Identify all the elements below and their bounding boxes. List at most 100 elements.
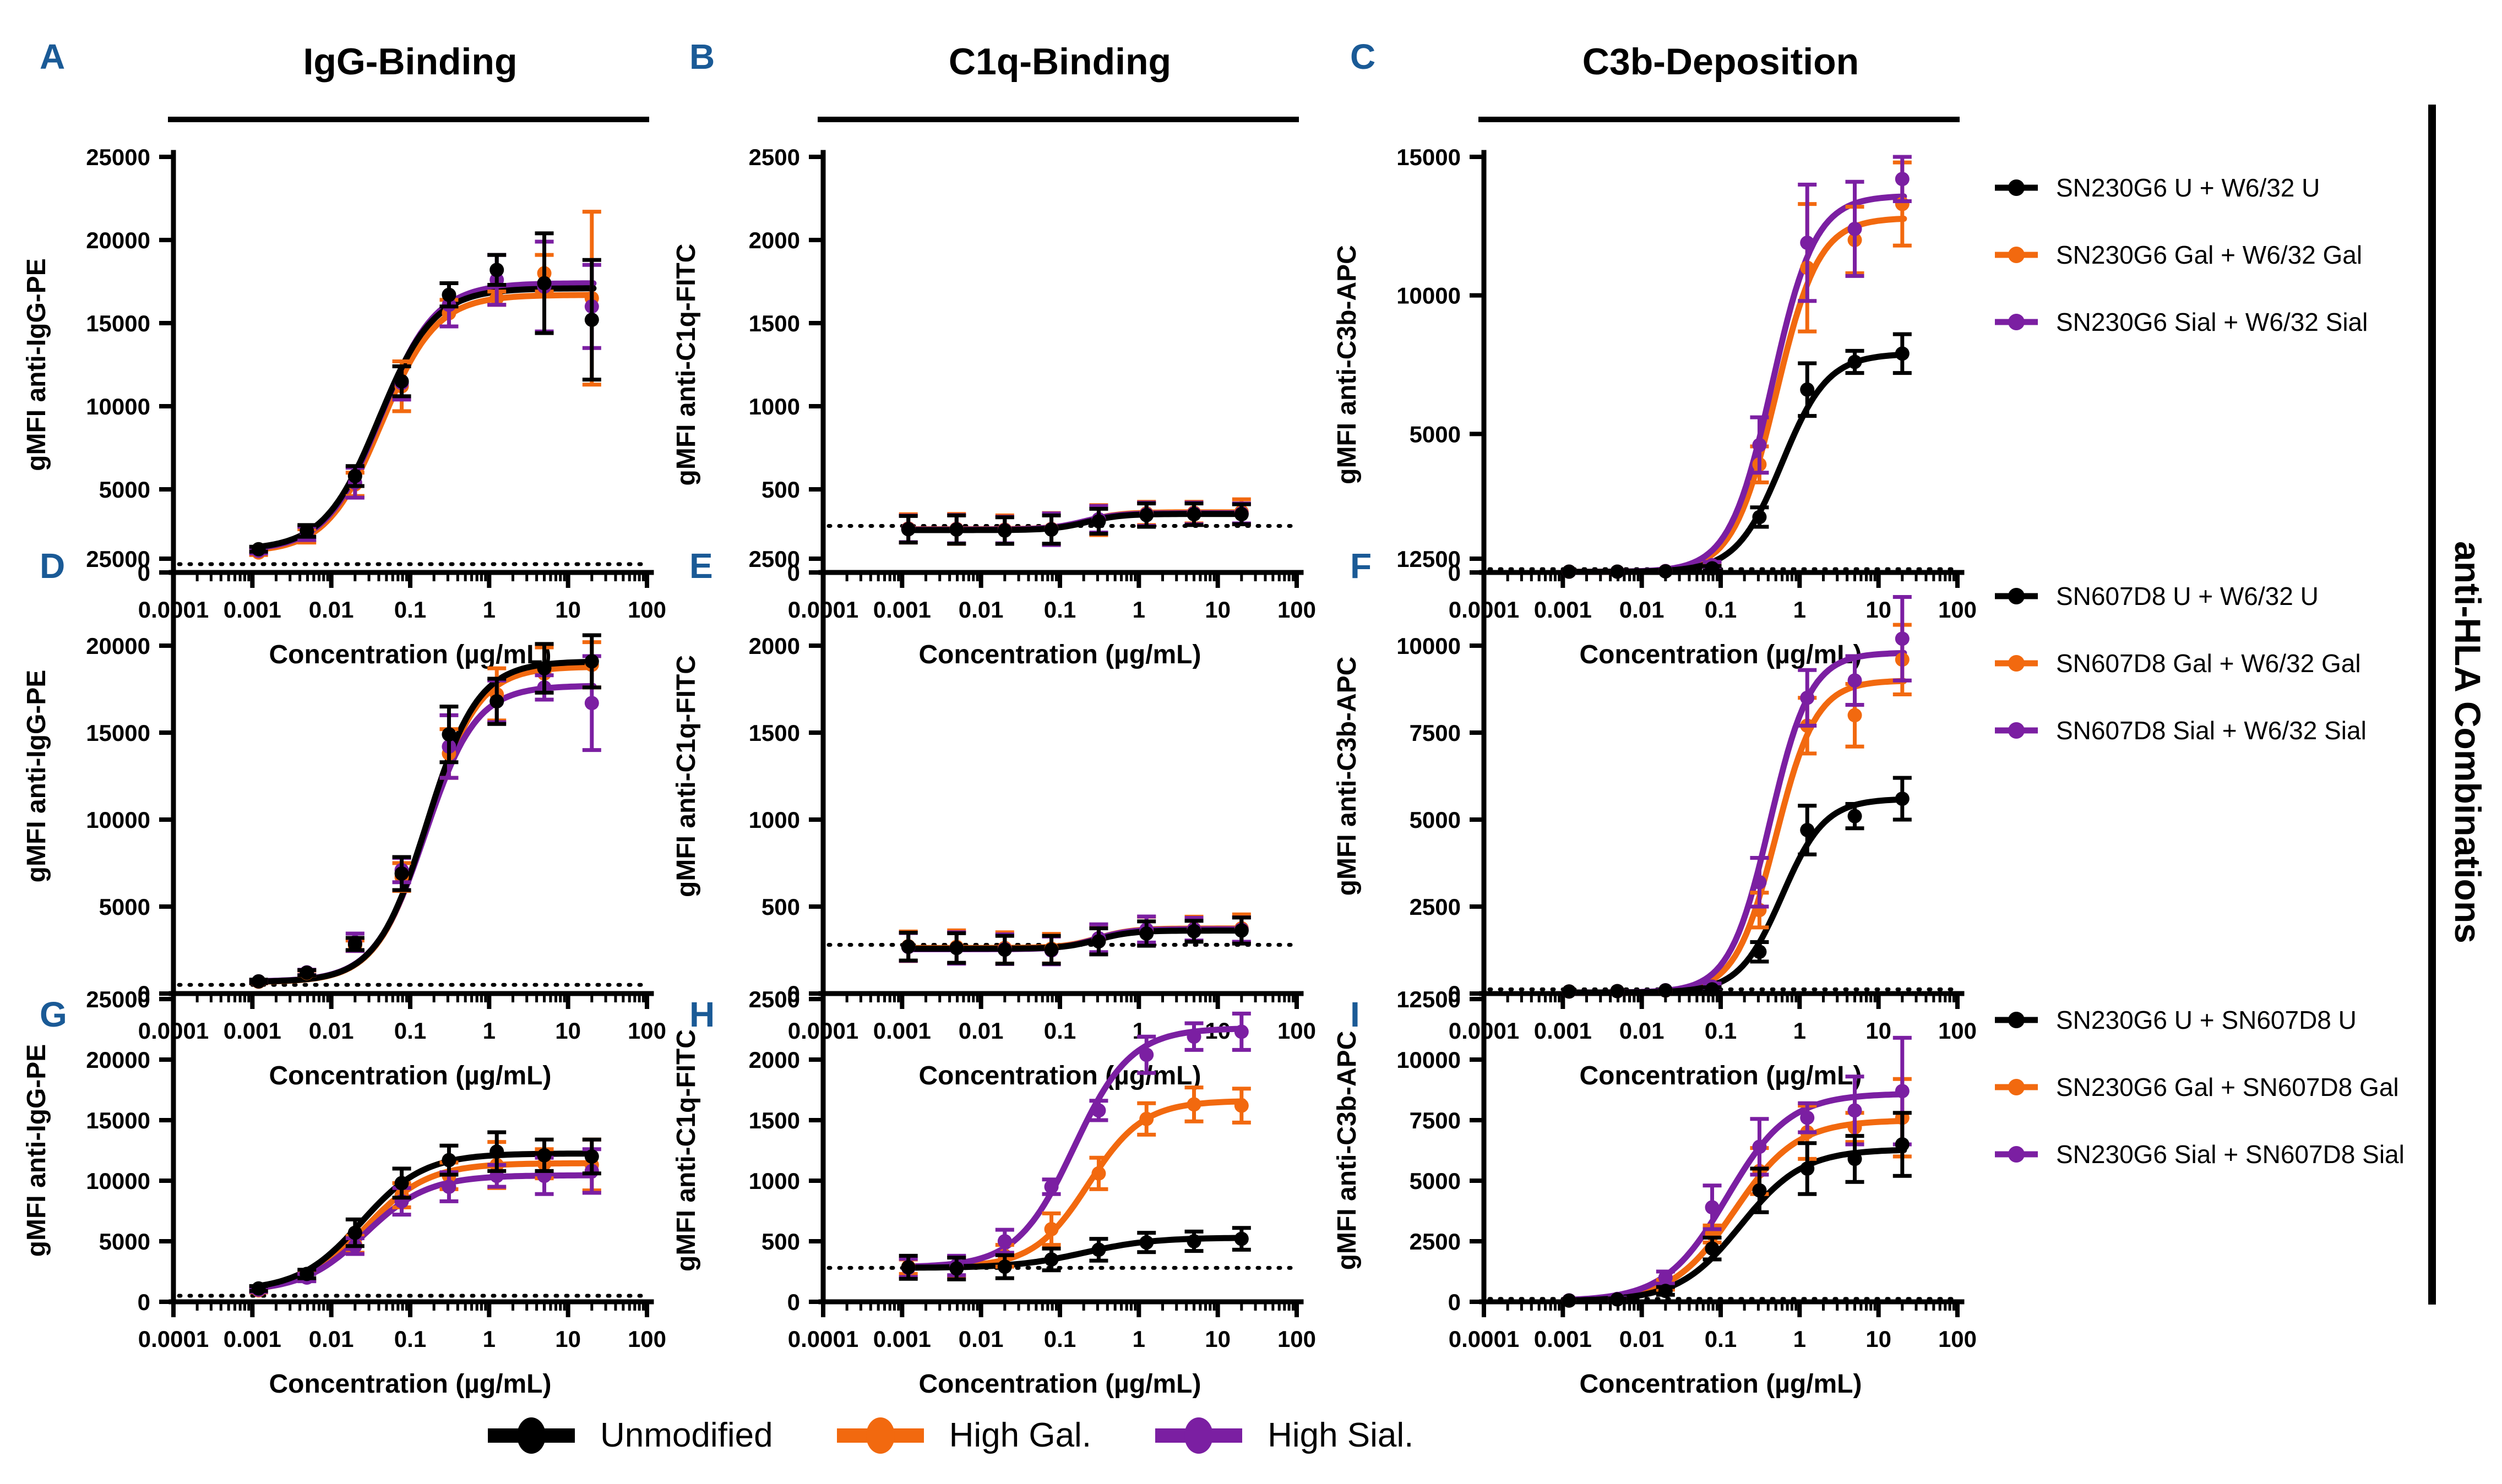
y-axis-label: gMFI anti-C1q-FITC [672,655,701,897]
series-points-purple [1562,1035,1912,1308]
x-tick-label: 0.01 [1619,1326,1665,1352]
panel-C-chart: CC3b-Deposition0500010000150000.00010.00… [1332,37,1977,669]
x-tick-label: 100 [628,597,666,623]
y-tick-label: 0 [138,981,150,1007]
x-tick-label: 100 [1938,597,1977,623]
series-points-black [1562,776,1912,999]
x-tick-label: 0.1 [394,1326,426,1352]
legend-label: SN607D8 Sial + W6/32 Sial [2056,716,2367,745]
y-tick-label: 2000 [749,633,800,659]
series-points-black [899,1226,1251,1281]
y-axis-label: gMFI anti-C1q-FITC [672,1029,701,1272]
y-tick-label: 10000 [86,1168,150,1194]
y-tick-label: 2500 [1410,894,1461,920]
panel-letter: D [40,546,65,586]
y-tick-label: 0 [1448,981,1461,1007]
series-curve-black [252,1150,597,1290]
y-tick-label: 15000 [86,310,150,336]
legend-row-3: SN230G6 U + SN607D8 U SN230G6 Gal + SN607… [1993,986,2500,1188]
legend-row-1: SN230G6 U + W6/32 U SN230G6 Gal + W6/32 G… [1993,154,2500,356]
y-tick-label: 2500 [749,546,800,572]
legend-label: SN230G6 Sial + W6/32 Sial [2056,308,2368,336]
x-tick-label: 0.01 [309,1018,354,1044]
series-points-black [899,915,1251,966]
legend-label: SN230G6 U + W6/32 U [2056,173,2320,202]
x-tick-label: 0.01 [959,597,1004,623]
x-tick-label: 0.001 [224,597,281,623]
panel-letter: A [40,37,65,77]
x-tick-label: 0.01 [959,1018,1004,1044]
series-points-orange [899,1085,1251,1279]
y-tick-label: 0 [1448,560,1461,586]
x-tick-label: 0.001 [873,1326,931,1352]
y-tick-label: 5000 [1410,1168,1461,1194]
series-points-black [1562,332,1912,579]
series-points-purple [249,239,601,558]
y-tick-label: 2500 [1410,1229,1461,1254]
x-tick-label: 0.001 [1534,1326,1592,1352]
y-tick-label: 5000 [1410,807,1461,833]
y-tick-label: 500 [762,894,800,920]
panel-H-chart: H 0 500 1000 1500 2000 2500 0.0001 0.001 0.01 0.1 1… [672,986,1316,1399]
title-underline [1478,117,1960,122]
series-points-black [1562,1111,1912,1308]
legend-item: SN230G6 Gal + W6/32 Gal [1993,221,2500,288]
y-tick-label: 5000 [99,1229,150,1254]
x-tick-label: 100 [1277,1326,1316,1352]
y-tick-label: 25000 [86,986,150,1012]
x-tick-label: 10 [1205,1326,1231,1352]
y-tick-label: 20000 [86,633,150,659]
bottom-legend-marker-icon [488,1417,575,1454]
x-tick-label: 0.001 [224,1018,281,1044]
series-points-black [249,231,601,556]
panel-B-chart: BC1q-Binding050010001500200025000.00010.… [672,37,1316,669]
x-tick-label: 1 [1133,1326,1145,1352]
y-tick-label: 0 [138,560,150,586]
y-tick-label: 0 [138,1289,150,1315]
y-tick-label: 0 [787,560,800,586]
x-axis-label: Concentration (µg/mL) [919,640,1201,669]
x-tick-label: 0.1 [1044,597,1076,623]
y-tick-label: 15000 [86,1107,150,1133]
y-axis-label: gMFI anti-C3b-APC [1332,245,1362,484]
x-tick-label: 0.1 [1705,1326,1737,1352]
panel-F-chart: F025005000750010000125000.00010.0010.010… [1332,546,1977,1090]
y-tick-label: 1500 [749,310,800,336]
y-tick-label: 10000 [1396,633,1461,659]
legend-marker-icon [1995,1012,2038,1028]
x-tick-label: 0.001 [224,1326,281,1352]
panel-letter: F [1350,546,1372,586]
bottom-legend-marker-icon [836,1417,924,1454]
panel-A-chart: A IgG-Binding 0 5000 10000 15000 20000 25000 0.0… [22,37,666,669]
x-tick-label: 100 [1277,597,1316,623]
x-axis-label: Concentration (µg/mL) [1580,1061,1862,1090]
x-axis-label: Concentration (µg/mL) [269,640,552,669]
x-tick-label: 0.1 [394,597,426,623]
bottom-legend-label: High Gal. [949,1416,1092,1454]
y-tick-label: 0 [787,981,800,1007]
y-tick-label: 5000 [1410,421,1461,447]
x-tick-label: 0.0001 [138,1326,209,1352]
panel-D-chart: D05000100001500020000250000.00010.0010.0… [22,546,666,1090]
y-axis-label: gMFI anti-IgG-PE [22,1044,51,1257]
legend-item: SN607D8 U + W6/32 U [1993,563,2500,630]
bottom-legend: Unmodified High Gal. High Sial. [485,1416,1806,1455]
y-axis-label: gMFI anti-IgG-PE [22,258,51,471]
legend-label: SN230G6 Gal + SN607D8 Gal [2056,1073,2399,1101]
x-tick-label: 0.01 [959,1326,1004,1352]
x-tick-label: 0.1 [1705,1018,1737,1044]
legend-marker-icon [1995,722,2038,739]
legend-marker-icon [1995,1079,2038,1095]
x-tick-label: 1 [483,1326,496,1352]
y-axis-label: gMFI anti-IgG-PE [22,670,51,883]
panel-letter: C [1350,37,1375,77]
y-tick-label: 12500 [1396,986,1461,1012]
x-tick-label: 10 [1865,1326,1891,1352]
legend-item: SN230G6 U + SN607D8 U [1993,986,2500,1054]
panel-E-chart: E050010001500200025000.00010.0010.010.11… [672,546,1316,1090]
y-tick-label: 2500 [749,144,800,170]
y-tick-label: 20000 [86,1047,150,1073]
y-tick-label: 1500 [749,720,800,746]
y-tick-label: 7500 [1410,1107,1461,1133]
